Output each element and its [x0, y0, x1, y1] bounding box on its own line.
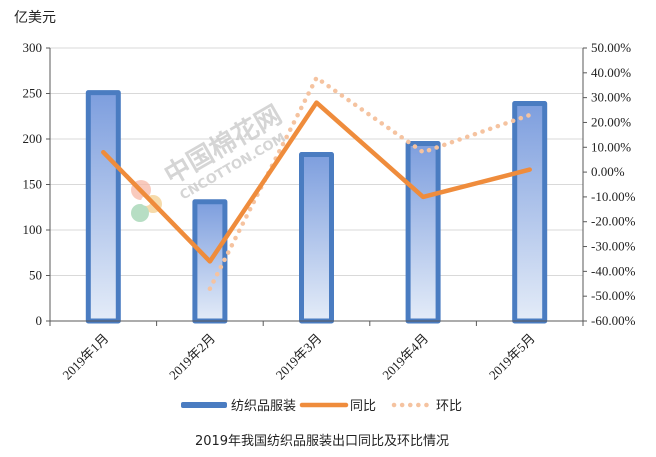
y-tick-label: 50	[29, 268, 42, 283]
y2-tick-label: -60.00%	[591, 313, 636, 328]
y-tick-label: 250	[23, 86, 43, 101]
legend: 纺织品服装 同比 环比	[181, 399, 462, 414]
y-axis-unit-label: 亿美元	[14, 10, 56, 26]
x-tick-label: 2019年5月	[486, 331, 538, 383]
x-tick-label: 2019年4月	[379, 331, 431, 383]
y-tick-label: 150	[23, 177, 43, 192]
y-tick-label: 100	[23, 222, 43, 237]
x-tick-label: 2019年2月	[166, 331, 218, 383]
y2-tick-label: -20.00%	[591, 214, 636, 229]
bar	[405, 141, 441, 324]
legend-label: 同比	[350, 399, 376, 414]
y2-tick-label: -40.00%	[591, 263, 636, 278]
chart-title: 2019年我国纺织品服装出口同比及环比情况	[195, 434, 449, 449]
y2-tick-label: -30.00%	[591, 239, 636, 254]
y2-tick-label: 0.00%	[591, 164, 625, 179]
y-tick-label: 0	[36, 313, 43, 328]
mom-series-line	[207, 75, 532, 291]
line-series	[101, 75, 532, 291]
yoy-series-line	[101, 100, 532, 264]
legend-swatch-bar	[181, 402, 227, 408]
bar	[85, 90, 121, 324]
bar	[512, 101, 548, 324]
x-tick-label: 2019年1月	[59, 331, 111, 383]
y2-tick-label: 30.00%	[591, 90, 631, 105]
y2-tick-label: 10.00%	[591, 139, 631, 154]
y2-tick-label: -50.00%	[591, 288, 636, 303]
y-tick-label: 300	[23, 40, 43, 55]
bar	[299, 151, 334, 324]
watermark-logo-petal	[131, 204, 149, 222]
y2-tick-label: -10.00%	[591, 189, 636, 204]
x-tick-label: 2019年3月	[273, 331, 325, 383]
legend-label: 纺织品服装	[231, 399, 296, 414]
legend-label: 环比	[436, 399, 462, 414]
y2-tick-label: 50.00%	[591, 40, 631, 55]
y2-tick-label: 40.00%	[591, 65, 631, 80]
y2-tick-label: 20.00%	[591, 114, 631, 129]
y-tick-label: 200	[23, 131, 43, 146]
